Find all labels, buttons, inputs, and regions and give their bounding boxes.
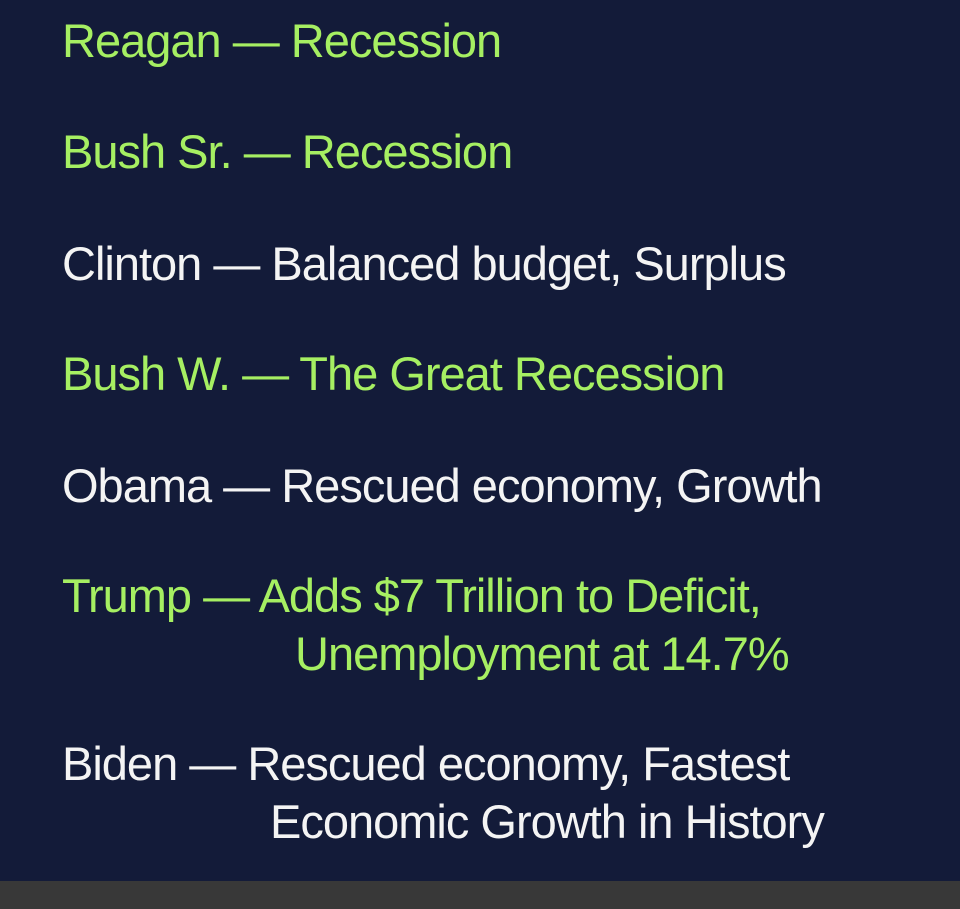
- item-trump: Trump — Adds $7 Trillion to Deficit,: [62, 569, 762, 622]
- item-biden: Biden — Rescued economy, Fastest: [62, 737, 790, 790]
- item-obama: Obama — Rescued economy, Growth: [62, 459, 823, 512]
- item-bush-w: Bush W. — The Great Recession: [62, 347, 725, 400]
- item-reagan: Reagan — Recession: [62, 14, 502, 67]
- bottom-bar: [0, 881, 960, 909]
- item-bush-sr: Bush Sr. — Recession: [62, 125, 513, 178]
- content-panel: Reagan — Recession Bush Sr. — Recession …: [62, 14, 825, 848]
- item-clinton: Clinton — Balanced budget, Surplus: [62, 237, 787, 290]
- item-trump-continued: Unemployment at 14.7%: [295, 627, 790, 680]
- item-biden-continued: Economic Growth in History: [270, 795, 825, 848]
